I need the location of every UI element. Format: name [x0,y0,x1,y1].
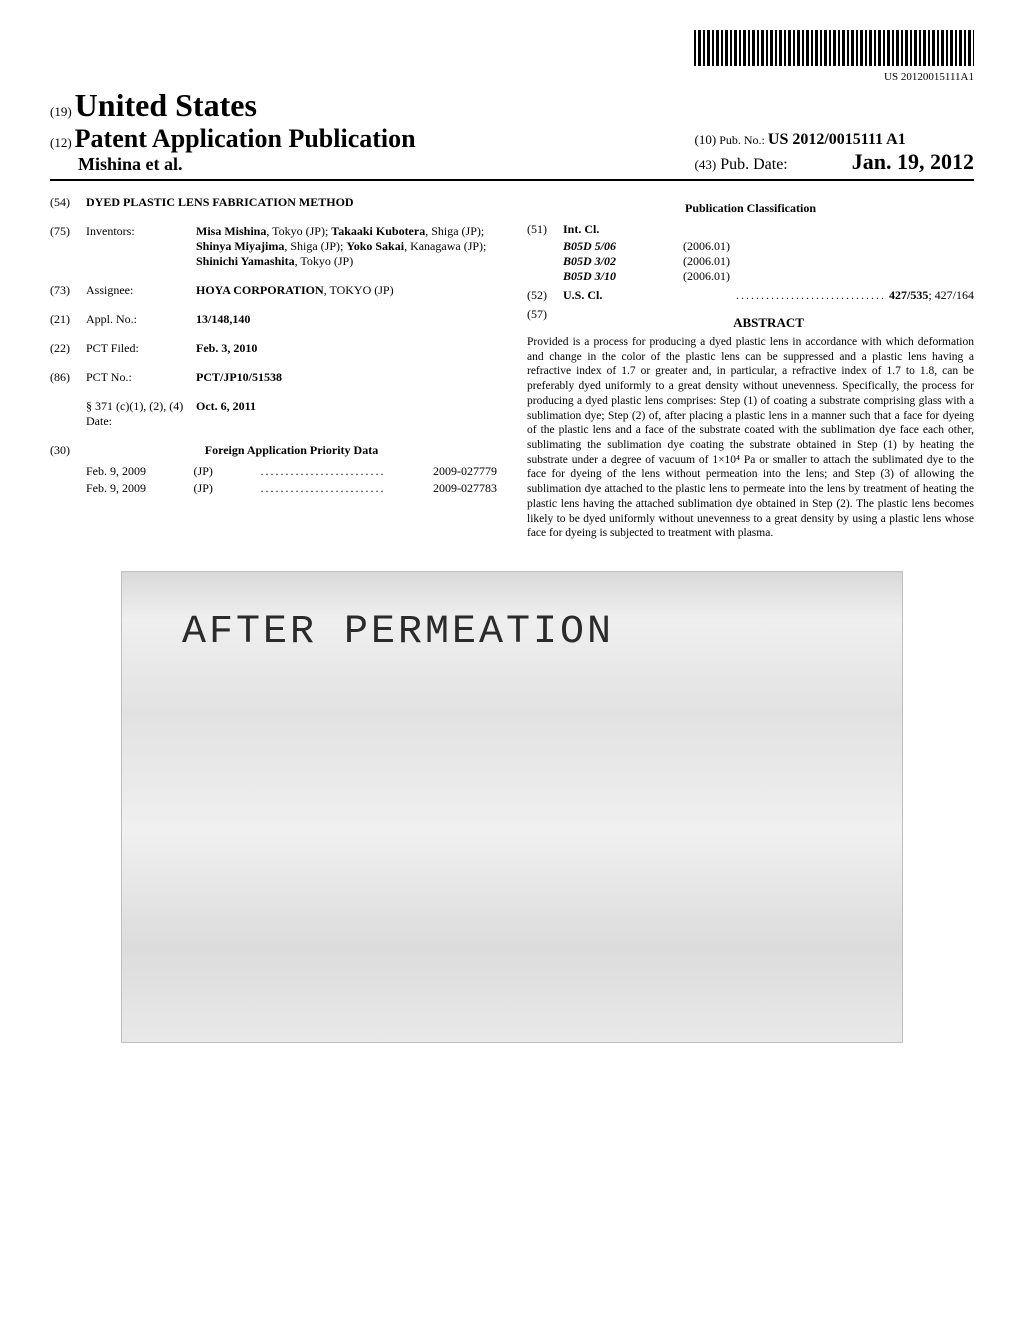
inventor-5: Shinichi Yamashita [196,254,295,268]
f52-val: 427/535 [889,288,928,302]
intcl-code-2: B05D 3/10 [563,269,683,284]
divider [50,179,974,181]
priority-country-1: (JP) [194,481,213,496]
f86-val: PCT/JP10/51538 [196,370,282,384]
dots: .............................. [736,288,886,302]
barcode-text: US 20120015111A1 [50,71,974,83]
pubdate-prefix: (43) [695,157,717,172]
f371-spacer [50,399,86,429]
us-prefix: (19) [50,104,72,119]
figure-caption: AFTER PERMEATION [182,610,614,655]
classification-heading: Publication Classification [527,201,974,216]
inventor-2: Takaaki Kubotera [331,224,425,238]
f51-num: (51) [527,222,563,237]
pubdate-label: Pub. Date: [720,156,788,173]
intcl-code-0: B05D 5/06 [563,239,683,254]
f75-num: (75) [50,224,86,269]
abstract-body: Provided is a process for producing a dy… [527,335,974,541]
f86-num: (86) [50,370,86,385]
pub-title: Patent Application Publication [75,124,416,153]
priority-country-0: (JP) [194,464,213,479]
f57-num: (57) [527,307,563,335]
f51-label: Int. Cl. [563,222,599,236]
pub-prefix: (12) [50,135,72,150]
pubno-value: US 2012/0015111 A1 [768,131,906,148]
header-block: (19) United States (12) Patent Applicati… [50,87,974,175]
pubno-label: Pub. No.: [719,133,765,147]
priority-row: Feb. 9, 2009 (JP) ......................… [86,481,497,496]
f54-num: (54) [50,195,86,210]
right-column: Publication Classification (51) Int. Cl.… [527,195,974,541]
barcode-graphic [694,30,974,66]
f21-val: 13/148,140 [196,312,250,326]
intcl-ver-1: (2006.01) [683,254,974,269]
f52-num: (52) [527,288,563,303]
f371-label: § 371 (c)(1), (2), (4) Date: [86,399,196,429]
f75-label: Inventors: [86,224,196,269]
inventor-4: Yoko Sakai [346,239,404,253]
intcl-code-1: B05D 3/02 [563,254,683,269]
priority-row: Feb. 9, 2009 (JP) ......................… [86,464,497,479]
f30-label: Foreign Application Priority Data [205,443,378,457]
dots: ......................... [260,481,385,496]
barcode-region: US 20120015111A1 [50,30,974,83]
priority-num-1: 2009-027783 [433,481,497,496]
f22-val: Feb. 3, 2010 [196,341,257,355]
priority-date-0: Feb. 9, 2009 [86,464,146,479]
f52-label: U.S. Cl. [563,288,602,302]
f21-label: Appl. No.: [86,312,196,327]
pubdate-value: Jan. 19, 2012 [852,149,974,174]
intcl-ver-0: (2006.01) [683,239,974,254]
us-title: United States [75,87,257,123]
f73-val: HOYA CORPORATION, TOKYO (JP) [196,283,497,298]
priority-date-1: Feb. 9, 2009 [86,481,146,496]
f21-num: (21) [50,312,86,327]
f22-label: PCT Filed: [86,341,196,356]
figure-image: AFTER PERMEATION [121,571,903,1043]
intcl-ver-2: (2006.01) [683,269,974,284]
authors: Mishina et al. [50,154,416,175]
f54-title: DYED PLASTIC LENS FABRICATION METHOD [86,195,497,210]
inventor-1: Misa Mishina [196,224,266,238]
left-column: (54) DYED PLASTIC LENS FABRICATION METHO… [50,195,497,541]
abstract-heading: ABSTRACT [563,315,974,331]
priority-num-0: 2009-027779 [433,464,497,479]
body-columns: (54) DYED PLASTIC LENS FABRICATION METHO… [50,195,974,541]
f30-num: (30) [50,443,86,458]
dots: ......................... [260,464,385,479]
f73-num: (73) [50,283,86,298]
f75-val: Misa Mishina, Tokyo (JP); Takaaki Kubote… [196,224,497,269]
pubno-prefix: (10) [695,132,717,147]
f371-val: Oct. 6, 2011 [196,399,256,413]
f86-label: PCT No.: [86,370,196,385]
inventor-3: Shinya Miyajima [196,239,284,253]
f22-num: (22) [50,341,86,356]
f73-label: Assignee: [86,283,196,298]
